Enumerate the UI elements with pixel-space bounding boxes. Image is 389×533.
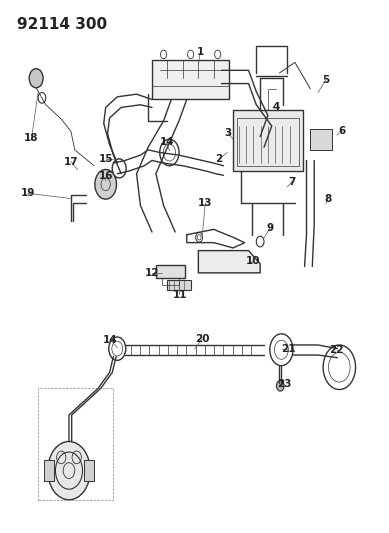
Text: 14: 14	[159, 137, 174, 147]
Text: 3: 3	[224, 128, 232, 138]
Text: 16: 16	[99, 172, 114, 181]
Text: 20: 20	[195, 334, 209, 344]
Text: 14: 14	[103, 335, 117, 345]
Bar	[237, 118, 299, 166]
Bar	[167, 280, 191, 290]
Bar	[310, 128, 331, 150]
Text: 9: 9	[266, 223, 273, 233]
Bar	[38, 389, 113, 500]
Text: 15: 15	[99, 155, 114, 164]
Text: 19: 19	[21, 188, 35, 198]
Circle shape	[48, 441, 90, 500]
Text: 11: 11	[173, 289, 187, 300]
Text: 13: 13	[198, 198, 212, 208]
Polygon shape	[198, 251, 260, 273]
Text: 8: 8	[324, 193, 331, 204]
Text: 4: 4	[273, 102, 280, 112]
Bar	[84, 460, 94, 481]
Text: 92114 300: 92114 300	[17, 17, 107, 33]
Text: 21: 21	[281, 344, 295, 354]
Circle shape	[95, 169, 116, 199]
Circle shape	[29, 69, 43, 88]
Text: 23: 23	[277, 379, 291, 389]
Text: 10: 10	[246, 256, 261, 266]
Text: 18: 18	[24, 133, 39, 143]
Bar	[233, 110, 303, 171]
Text: 7: 7	[288, 176, 296, 187]
Circle shape	[276, 381, 284, 391]
Bar	[156, 265, 185, 278]
Bar	[152, 60, 229, 100]
Bar	[44, 460, 54, 481]
Text: 2: 2	[215, 154, 223, 164]
Text: 12: 12	[145, 269, 159, 278]
Text: 22: 22	[329, 345, 344, 356]
Text: 6: 6	[338, 126, 346, 136]
Text: 17: 17	[63, 157, 78, 166]
Text: 5: 5	[322, 75, 329, 85]
Text: 1: 1	[197, 47, 204, 56]
